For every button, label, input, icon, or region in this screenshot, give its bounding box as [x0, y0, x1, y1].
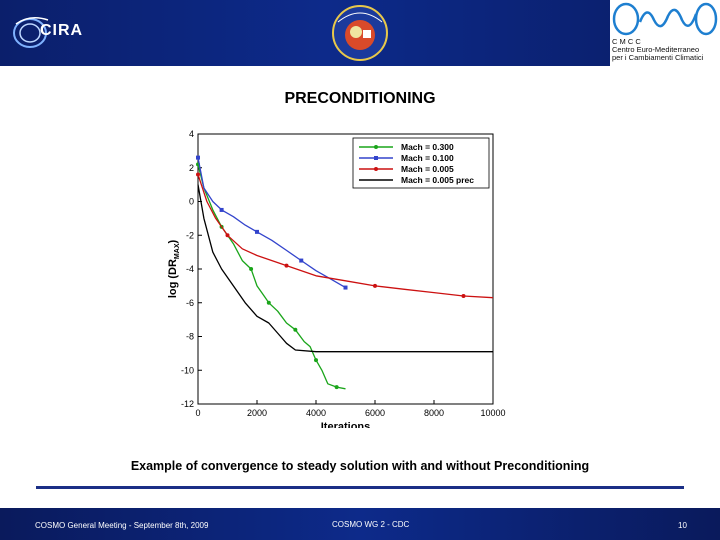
- footer-meeting: COSMO General Meeting - September 8th, 2…: [35, 521, 209, 530]
- legend-marker: [374, 156, 378, 160]
- series-marker: [284, 263, 289, 268]
- y-tick-label: 4: [189, 129, 194, 139]
- x-tick-label: 2000: [247, 408, 267, 418]
- cmcc-acronym: C M C C: [612, 37, 641, 46]
- legend-marker: [374, 167, 378, 171]
- page-number: 10: [678, 521, 687, 530]
- footer-bar: COSMO General Meeting - September 8th, 2…: [0, 508, 720, 540]
- x-tick-label: 6000: [365, 408, 385, 418]
- cmcc-logo: C M C C Centro Euro-Mediterraneo per i C…: [610, 0, 720, 66]
- x-tick-label: 10000: [480, 408, 505, 418]
- series-marker: [334, 385, 339, 390]
- series-marker: [461, 294, 466, 298]
- y-tick-label: -8: [186, 332, 194, 342]
- cmcc-logo-text: C M C C Centro Euro-Mediterraneo per i C…: [612, 38, 703, 62]
- y-tick-label: -6: [186, 298, 194, 308]
- series-marker: [293, 327, 298, 332]
- slide-title: PRECONDITIONING: [284, 90, 436, 107]
- y-tick-label: -12: [181, 399, 194, 409]
- header-bar: CIRA C M C C Centro Euro-Mediterraneo pe…: [0, 0, 720, 66]
- x-axis-label: Iterations: [321, 421, 371, 428]
- cmcc-name-line1: Centro Euro-Mediterraneo: [612, 45, 700, 54]
- y-tick-label: 2: [189, 163, 194, 173]
- legend-label: Mach = 0.005: [401, 164, 454, 174]
- footer-group: COSMO WG 2 - CDC: [332, 520, 410, 529]
- series-marker: [196, 155, 200, 160]
- y-axis-label: log (DRMAX): [167, 240, 181, 299]
- x-tick-label: 0: [195, 408, 200, 418]
- y-axis-label-main: log (DR: [167, 259, 179, 298]
- legend-label: Mach = 0.300: [401, 142, 454, 152]
- series-marker: [314, 358, 318, 363]
- cira-logo: [13, 17, 49, 48]
- cira-logo-text: CIRA: [40, 22, 84, 39]
- caption-divider: [36, 486, 684, 489]
- series-marker: [266, 300, 271, 305]
- y-axis-label-close: ): [167, 240, 179, 244]
- legend-label: Mach = 0.005 prec: [401, 175, 474, 185]
- legend-label: Mach = 0.100: [401, 153, 454, 163]
- cmcc-name-line2: per i Cambiamenti Climatici: [612, 53, 704, 62]
- convergence-chart: 0 2000 4000 6000 8000 10000 4 2 0 -2 -4 -6 -8 -10 -12 I…: [167, 129, 506, 428]
- series-marker: [343, 285, 348, 290]
- x-tick-label: 4000: [306, 408, 326, 418]
- cmcc-waves-graphic: [612, 2, 718, 36]
- series-marker: [219, 207, 224, 212]
- x-tick-label: 8000: [424, 408, 444, 418]
- y-tick-label: -4: [186, 264, 194, 274]
- series-marker: [373, 283, 377, 288]
- y-axis-label-sub: MAX: [174, 243, 181, 259]
- series-marker: [299, 258, 304, 263]
- chart-caption: Example of convergence to steady solutio…: [130, 459, 590, 473]
- cosmo-logo: [332, 5, 388, 61]
- y-tick-label: -2: [186, 230, 194, 240]
- series-marker: [249, 267, 254, 271]
- series-marker: [196, 172, 200, 177]
- series-marker: [255, 229, 259, 234]
- y-tick-label: 0: [189, 197, 194, 207]
- y-tick-label: -10: [181, 365, 194, 375]
- series-line: [197, 184, 493, 353]
- series-marker: [225, 233, 230, 238]
- legend-marker: [374, 145, 378, 149]
- series-line: [197, 174, 494, 299]
